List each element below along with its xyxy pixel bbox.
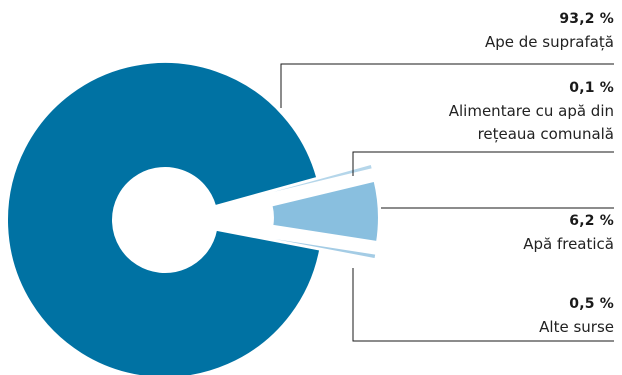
leader-line-alimentare — [352, 151, 614, 176]
slice-0 — [6, 61, 322, 375]
slice-2 — [270, 179, 380, 244]
slice-label-apa-freatica: 6,2 % Apă freatică — [523, 210, 614, 256]
leader-line-alte-surse — [352, 268, 614, 342]
slice-label-ape-de-suprafata: 93,2 % Ape de suprafață — [485, 8, 614, 54]
slice-label-alimentare: 0,1 % Alimentare cu apă din rețeaua comu… — [449, 77, 614, 146]
leader-lines — [280, 63, 614, 342]
slice-1 — [268, 162, 375, 196]
leader-line-ape-de-suprafata — [280, 63, 614, 108]
slices-layer — [6, 61, 380, 375]
slice-label-alte-surse: 0,5 % Alte surse — [539, 293, 614, 339]
slice-name: Ape de suprafață — [484, 33, 614, 51]
slice-name: Alte surse — [539, 318, 614, 336]
slice-name-line-1: Alimentare cu apă din — [448, 102, 614, 120]
slice-value: 0,1 % — [569, 80, 614, 96]
slice-value: 0,5 % — [569, 296, 614, 312]
slice-name-line-2: rețeaua comunală — [477, 125, 614, 143]
slice-value: 6,2 % — [569, 213, 614, 229]
slice-value: 93,2 % — [559, 11, 614, 27]
slice-name: Apă freatică — [523, 235, 614, 253]
